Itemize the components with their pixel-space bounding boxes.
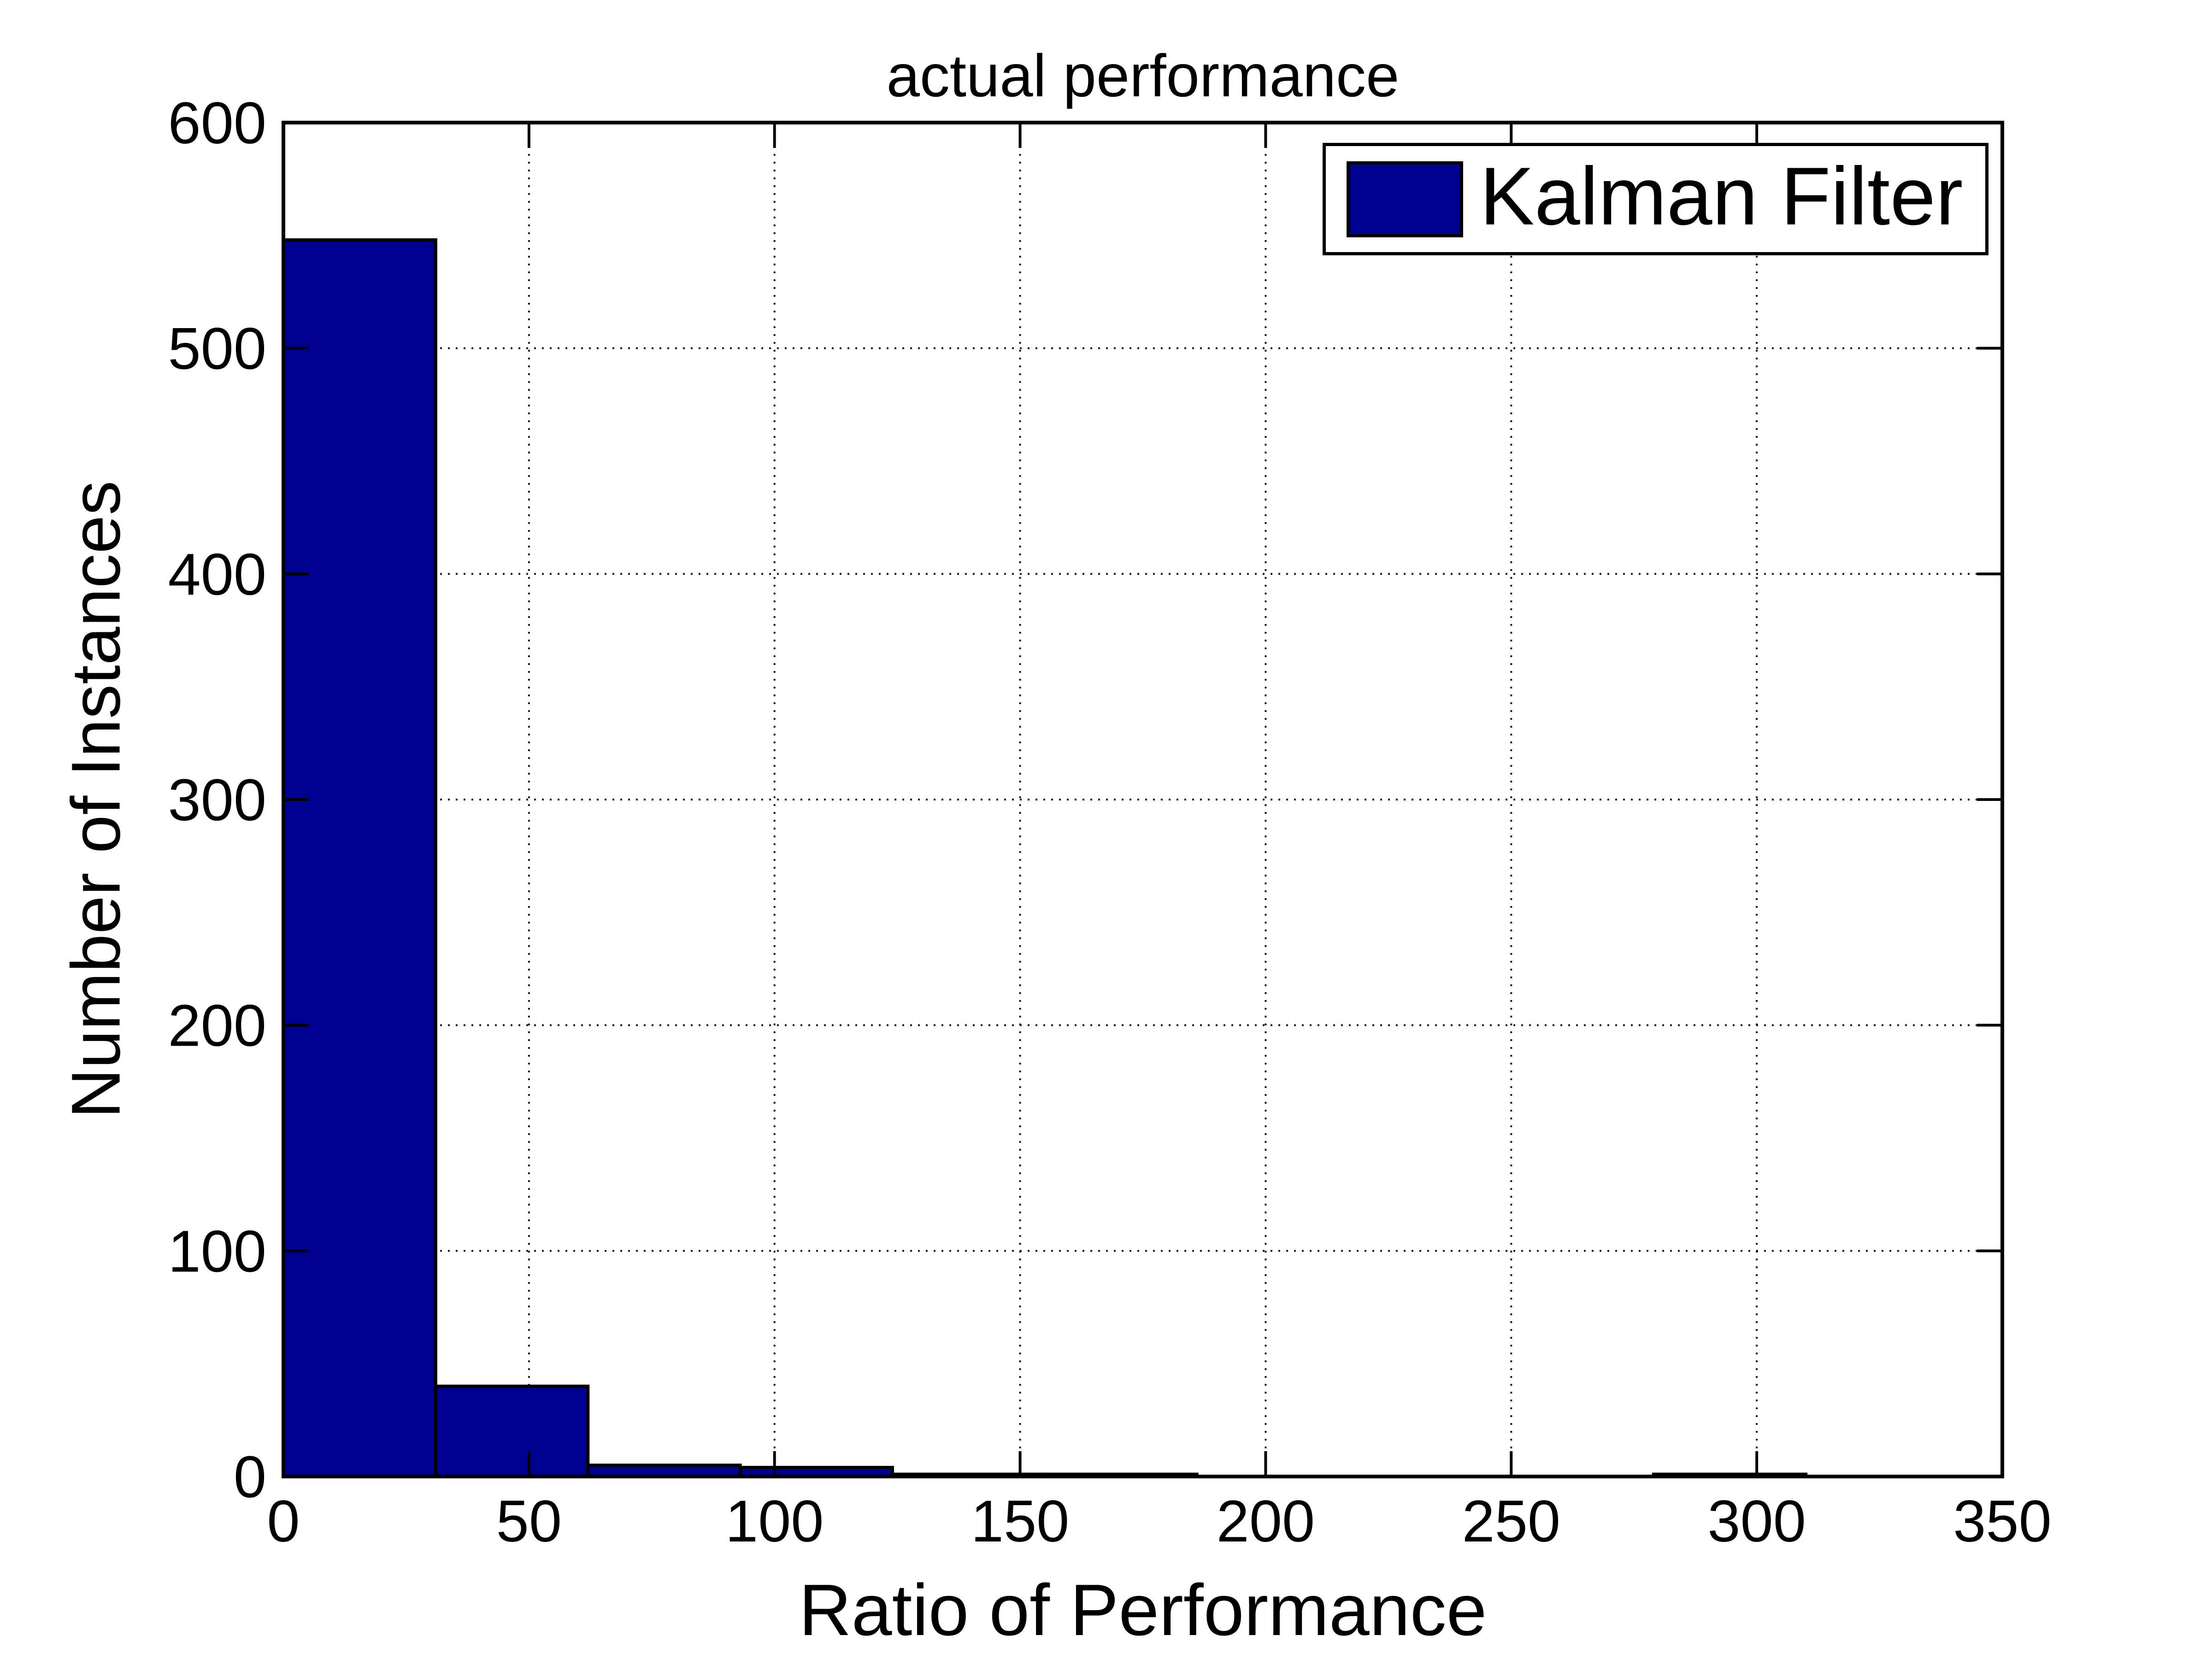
- legend: Kalman Filter: [1323, 143, 1988, 255]
- x-tick-label: 350: [1953, 1488, 2052, 1554]
- x-tick-label: 50: [496, 1488, 562, 1554]
- y-tick-label: 400: [168, 541, 266, 607]
- y-tick-label: 100: [168, 1218, 266, 1284]
- chart-title: actual performance: [886, 42, 1400, 109]
- histogram-bar: [282, 238, 437, 1478]
- y-tick-label: 300: [168, 767, 266, 833]
- y-tick-label: 200: [168, 993, 266, 1059]
- x-tick-label: 100: [725, 1488, 824, 1554]
- axes-box: [282, 121, 2004, 1478]
- y-axis-label: Number of Instances: [57, 481, 135, 1118]
- histogram-bar: [434, 1384, 590, 1478]
- legend-swatch: [1347, 161, 1463, 237]
- y-tick-label: 500: [168, 316, 266, 382]
- x-tick-label: 0: [267, 1488, 300, 1554]
- legend-label: Kalman Filter: [1480, 150, 1963, 242]
- y-tick-label: 0: [234, 1444, 266, 1510]
- x-axis-label: Ratio of Performance: [799, 1570, 1487, 1651]
- x-tick-label: 250: [1462, 1488, 1561, 1554]
- x-tick-label: 150: [971, 1488, 1070, 1554]
- x-tick-label: 200: [1217, 1488, 1315, 1554]
- y-tick-label: 600: [168, 90, 266, 156]
- x-tick-label: 300: [1707, 1488, 1806, 1554]
